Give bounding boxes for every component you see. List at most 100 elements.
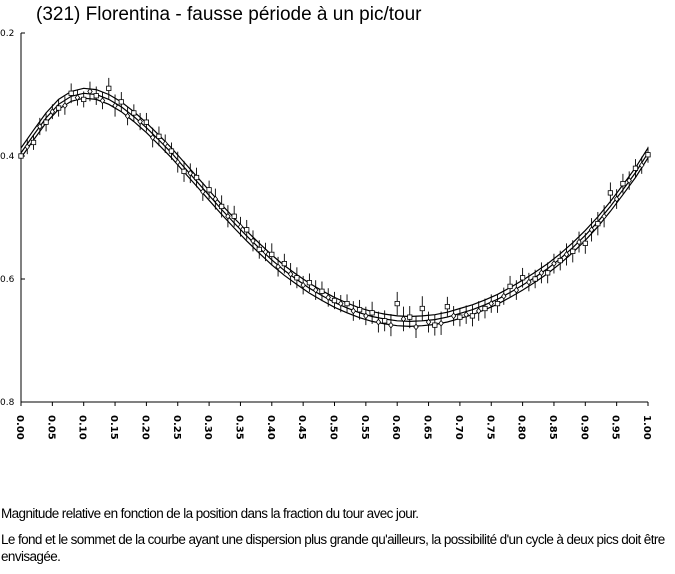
data-point-square	[570, 248, 576, 254]
data-point-diamond	[49, 108, 56, 116]
data-point-square	[469, 313, 476, 319]
x-tick-label: 0.30	[202, 415, 213, 440]
data-point-diamond	[551, 260, 557, 268]
data-point-diamond	[212, 195, 219, 203]
data-point-diamond	[162, 140, 168, 148]
x-tick-label: 0.40	[265, 415, 276, 440]
data-point-diamond	[124, 112, 131, 120]
data-point-diamond	[325, 294, 331, 301]
data-point-diamond	[250, 237, 256, 245]
data-points	[18, 77, 651, 339]
x-tick-label: 0.70	[453, 415, 464, 440]
data-point-diamond	[626, 177, 632, 185]
data-point-square	[632, 165, 639, 171]
x-tick-label: 1.00	[641, 415, 652, 440]
data-point-diamond	[388, 321, 394, 329]
fit-curves	[20, 87, 649, 328]
data-point-square	[382, 318, 388, 324]
x-tick-label: 0.95	[610, 415, 621, 440]
data-point-diamond	[425, 318, 432, 326]
data-point-square	[269, 251, 275, 257]
data-point-square	[331, 297, 338, 304]
data-point-diamond	[450, 312, 457, 320]
data-point-diamond	[175, 158, 181, 166]
chart-plot-area: 0.2 0.4 0.6 0.8 0.00 0.05 0.10 0.15 0.20 0.25 0.3…	[0, 29, 652, 440]
data-point-diamond	[62, 102, 68, 110]
data-point-square	[419, 305, 425, 312]
data-point-diamond	[639, 161, 645, 169]
x-tick-label: 0.65	[422, 415, 433, 440]
x-tick-label: 0.45	[296, 415, 307, 440]
data-point-square	[294, 275, 300, 281]
x-tick-label: 0.90	[578, 415, 589, 440]
data-point-square	[520, 275, 526, 281]
y-tick-label: 0.8	[0, 398, 15, 408]
data-point-square	[407, 314, 413, 320]
data-point-diamond	[601, 212, 607, 220]
data-point-diamond	[538, 269, 545, 277]
data-point-diamond	[99, 97, 106, 105]
data-point-diamond	[513, 286, 520, 294]
data-point-diamond	[300, 281, 306, 289]
data-point-diamond	[576, 238, 582, 246]
data-point-diamond	[24, 143, 30, 151]
data-point-diamond	[463, 311, 469, 319]
caption: Magnitude relative en fonction de la pos…	[1, 505, 673, 574]
x-tick-label: 0.75	[484, 415, 495, 440]
y-tick-label: 0.6	[0, 275, 15, 285]
data-point-square	[645, 152, 651, 158]
data-point-square	[607, 190, 613, 196]
data-point-diamond	[74, 94, 81, 102]
data-point-square	[168, 148, 175, 154]
data-point-diamond	[375, 318, 382, 326]
data-point-square	[356, 307, 363, 313]
y-tick-label: 0.4	[0, 152, 15, 162]
data-point-square	[81, 96, 87, 103]
x-tick-label: 0.85	[547, 415, 558, 440]
caption-line-1: Magnitude relative en fonction de la pos…	[1, 506, 419, 521]
data-point-square	[444, 304, 450, 310]
fit-curve-line	[20, 87, 649, 318]
data-point-diamond	[400, 315, 407, 323]
data-point-square	[457, 314, 463, 320]
data-point-diamond	[312, 286, 319, 294]
x-ticks: 0.00 0.05 0.10 0.15 0.20 0.25 0.30 0.35 0.40 0.45…	[14, 402, 652, 440]
data-point-square	[143, 119, 149, 125]
data-point-diamond	[488, 300, 494, 308]
data-point-square	[68, 90, 74, 96]
data-point-square	[206, 187, 212, 193]
data-point-diamond	[563, 250, 570, 258]
data-point-diamond	[501, 292, 507, 300]
x-tick-label: 0.20	[139, 415, 150, 440]
data-point-square	[344, 300, 350, 307]
data-point-square	[507, 283, 513, 289]
data-point-diamond	[225, 212, 231, 220]
data-point-square	[30, 139, 37, 146]
data-point-square	[219, 203, 225, 210]
data-point-square	[181, 168, 187, 174]
data-point-diamond	[526, 278, 532, 286]
x-tick-label: 0.15	[108, 415, 119, 440]
data-point-square	[494, 300, 501, 307]
x-tick-label: 0.80	[516, 415, 527, 440]
data-point-square	[532, 276, 538, 282]
data-point-square	[118, 99, 124, 105]
data-point-square	[131, 110, 137, 116]
data-point-square	[43, 119, 49, 125]
data-point-square	[595, 221, 601, 227]
x-tick-label: 0.55	[359, 415, 370, 440]
data-point-diamond	[438, 319, 444, 327]
data-point-diamond	[200, 188, 206, 196]
data-point-diamond	[350, 307, 357, 315]
data-point-diamond	[476, 307, 482, 315]
data-point-diamond	[37, 123, 43, 130]
data-point-square	[432, 322, 438, 328]
data-point-square	[156, 133, 162, 139]
data-point-diamond	[262, 248, 269, 256]
x-tick-label: 0.60	[390, 415, 401, 440]
data-point-square	[545, 270, 551, 276]
x-tick-label: 0.35	[233, 415, 244, 440]
data-point-square	[56, 105, 62, 111]
data-point-diamond	[275, 263, 281, 271]
data-point-square	[231, 213, 237, 219]
